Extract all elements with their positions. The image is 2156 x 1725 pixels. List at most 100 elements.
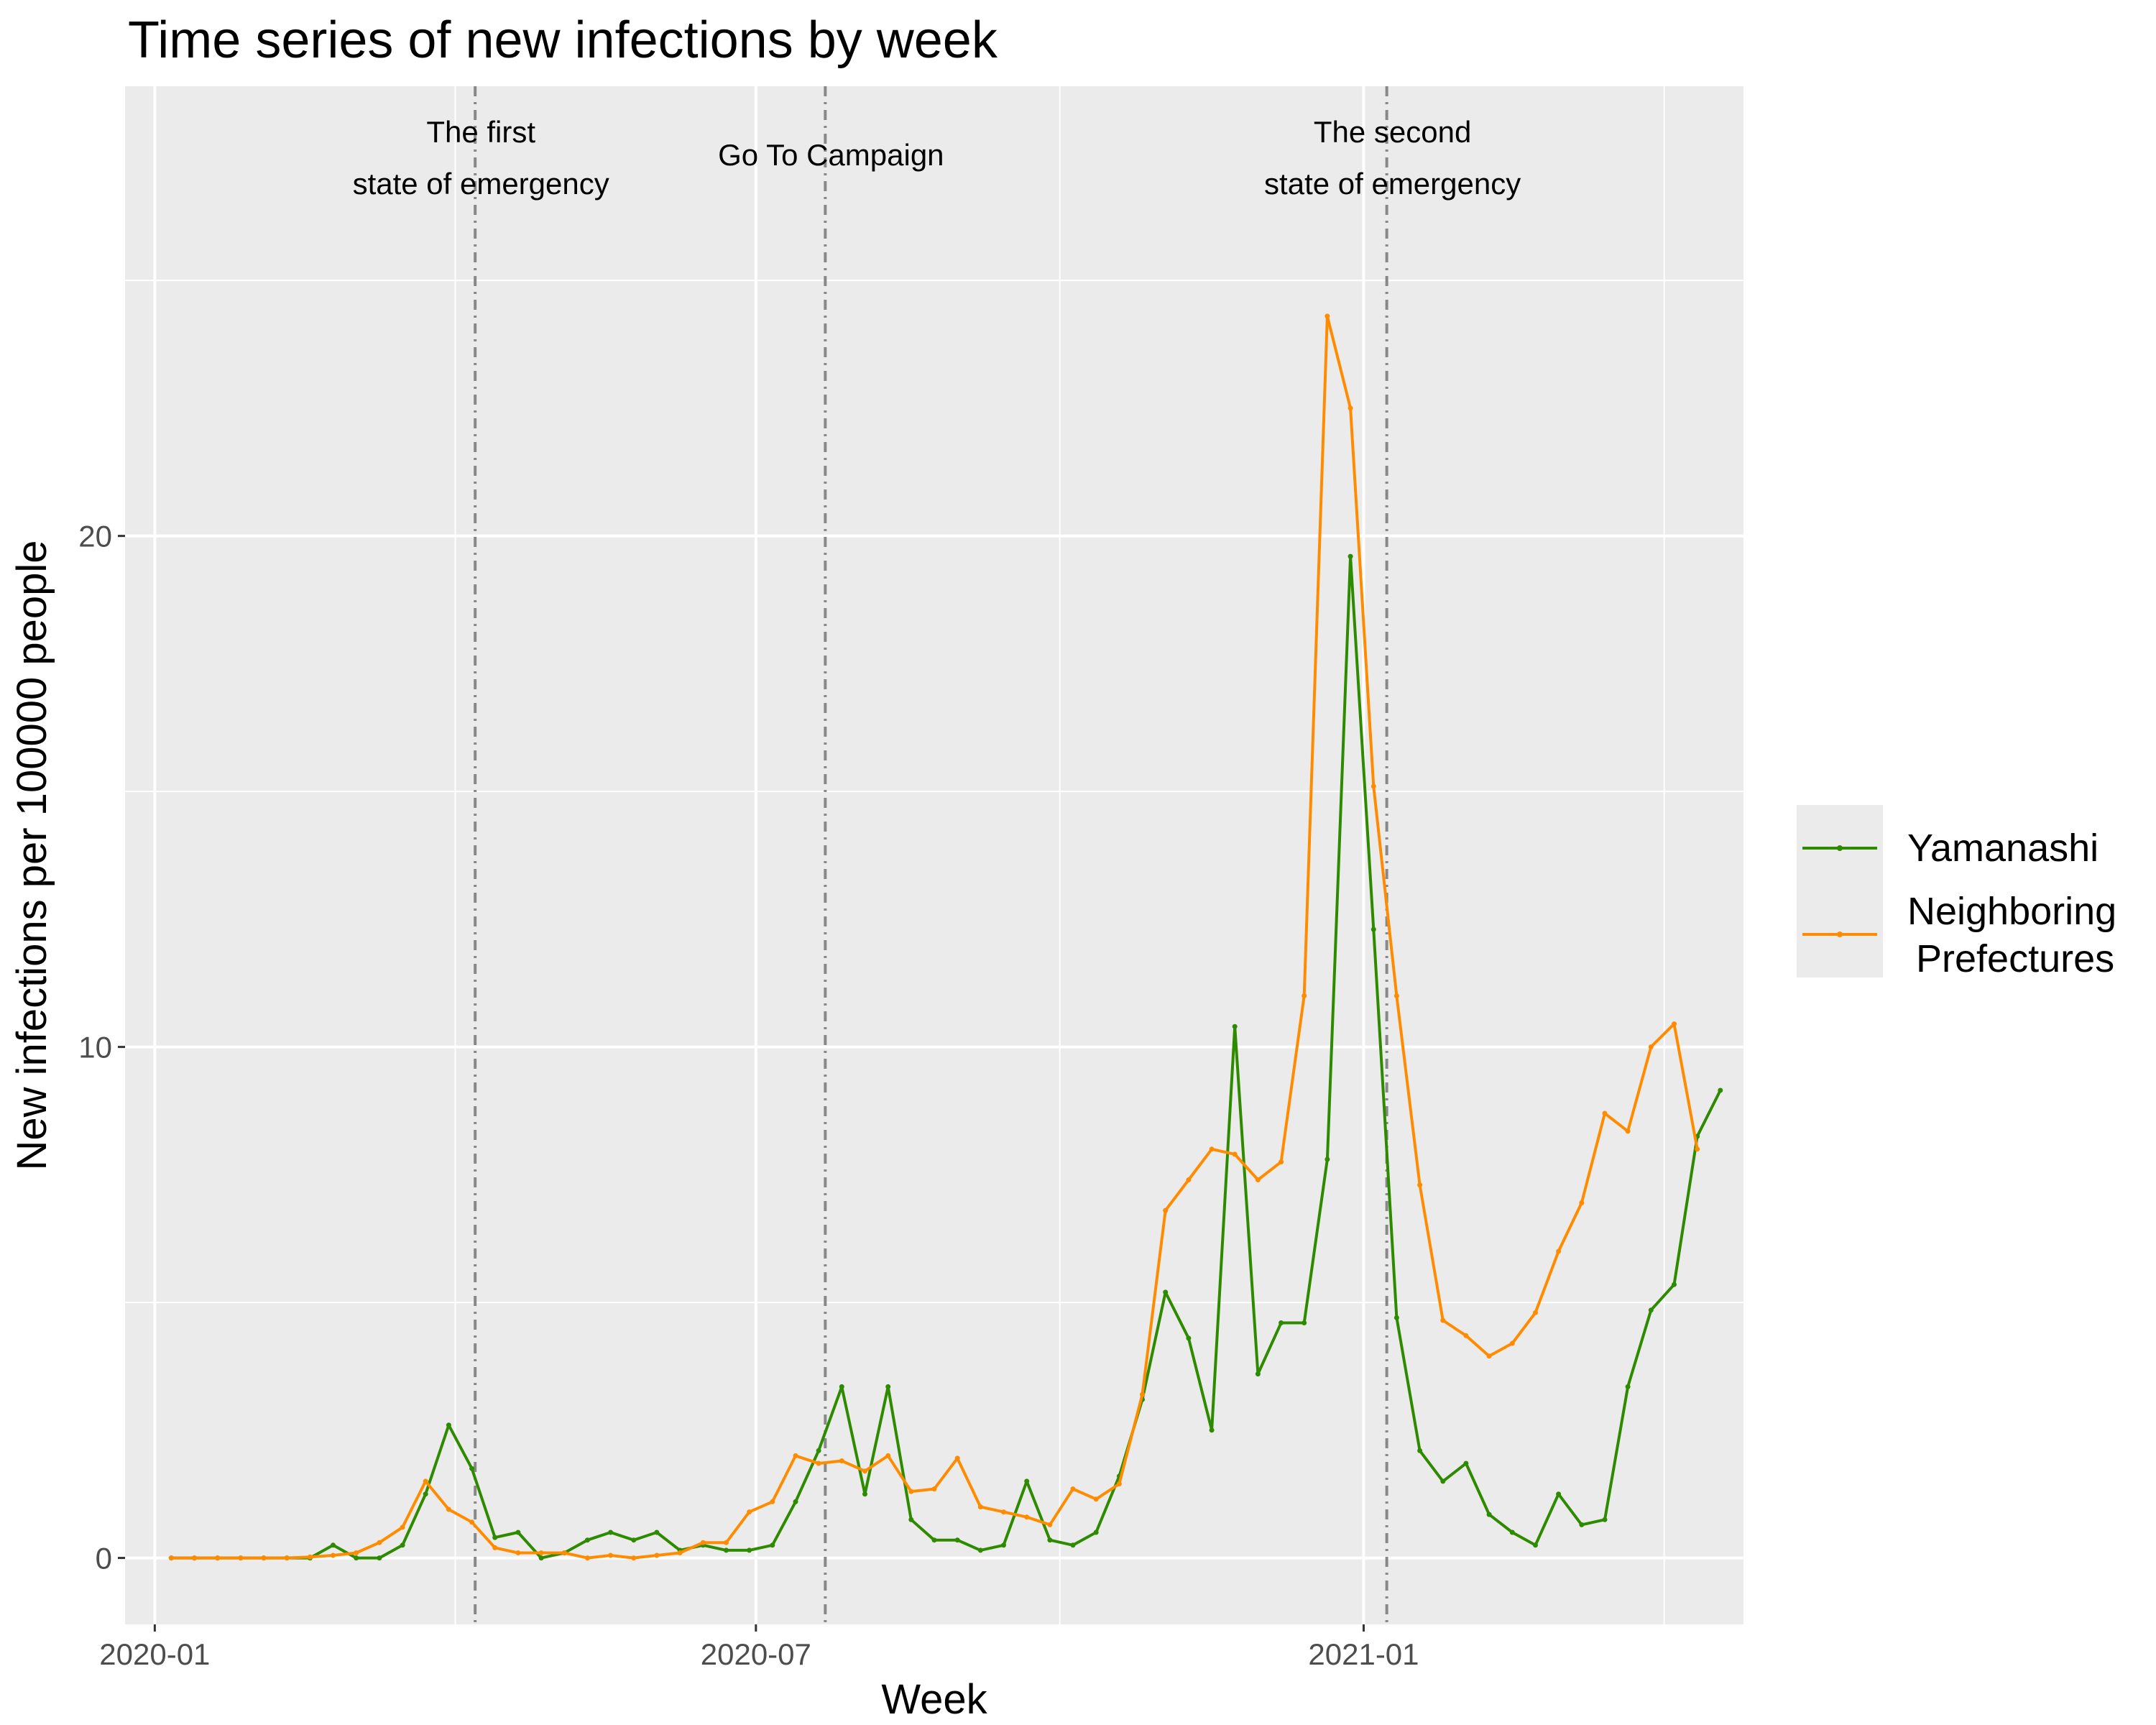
data-point-yamanashi-30 <box>862 1491 867 1497</box>
data-point-neighboring-42 <box>1140 1392 1145 1397</box>
data-point-yamanashi-33 <box>931 1537 937 1543</box>
data-point-neighboring-12 <box>446 1506 451 1512</box>
data-point-neighboring-37 <box>1024 1514 1030 1520</box>
event-label-1-line-0: Go To Campaign <box>718 138 944 172</box>
data-point-neighboring-63 <box>1625 1128 1631 1134</box>
data-point-neighboring-28 <box>816 1460 821 1466</box>
data-point-yamanashi-55 <box>1440 1478 1446 1484</box>
event-label-2-line-1: state of emergency <box>1264 167 1521 201</box>
data-point-yamanashi-44 <box>1186 1335 1192 1341</box>
y-tick-label: 20 <box>78 520 112 553</box>
data-point-neighboring-40 <box>1093 1496 1099 1502</box>
data-point-neighboring-8 <box>354 1550 359 1555</box>
data-point-neighboring-27 <box>793 1453 798 1458</box>
data-point-neighboring-22 <box>677 1550 683 1555</box>
data-point-neighboring-46 <box>1232 1151 1238 1157</box>
legend-label-neighboring-line1: Neighboring <box>1907 890 2116 933</box>
data-point-yamanashi-47 <box>1255 1371 1261 1377</box>
data-point-yamanashi-18 <box>584 1537 590 1543</box>
data-point-neighboring-55 <box>1440 1317 1446 1323</box>
data-point-yamanashi-31 <box>885 1384 891 1389</box>
grid-minor <box>125 86 1743 1624</box>
data-point-yamanashi-57 <box>1486 1512 1492 1517</box>
data-point-neighboring-5 <box>284 1555 290 1561</box>
data-point-neighboring-20 <box>631 1555 637 1561</box>
data-point-yamanashi-65 <box>1672 1282 1677 1287</box>
data-point-neighboring-39 <box>1070 1486 1076 1492</box>
y-tick-label: 10 <box>78 1031 112 1064</box>
data-point-neighboring-24 <box>724 1540 729 1545</box>
y-axis-ticks: 0 10 20 <box>78 520 125 1576</box>
event-label-2-line-0: The second <box>1314 115 1471 149</box>
data-point-neighboring-19 <box>608 1552 614 1558</box>
data-point-yamanashi-58 <box>1509 1530 1515 1535</box>
data-point-neighboring-44 <box>1186 1177 1192 1182</box>
data-point-neighboring-13 <box>469 1519 475 1525</box>
data-point-neighboring-62 <box>1602 1110 1608 1116</box>
data-point-neighboring-2 <box>215 1555 221 1561</box>
data-point-yamanashi-52 <box>1370 926 1376 932</box>
x-tick-label: 2020-07 <box>701 1637 811 1671</box>
data-point-yamanashi-43 <box>1163 1289 1169 1295</box>
data-point-yamanashi-27 <box>793 1499 798 1504</box>
data-point-neighboring-54 <box>1417 1182 1423 1188</box>
data-point-neighboring-9 <box>377 1540 382 1545</box>
data-point-yamanashi-16 <box>538 1555 544 1561</box>
data-point-neighboring-51 <box>1348 405 1353 411</box>
annotation-lines <box>474 86 1388 1624</box>
y-tick-label: 0 <box>96 1542 112 1576</box>
data-point-yamanashi-34 <box>954 1537 960 1543</box>
data-point-neighboring-43 <box>1163 1208 1169 1213</box>
data-point-yamanashi-32 <box>908 1517 914 1522</box>
data-point-neighboring-17 <box>561 1550 567 1555</box>
data-point-yamanashi-28 <box>816 1448 821 1453</box>
event-label-0-line-1: state of emergency <box>353 167 609 201</box>
series-line-yamanashi <box>171 555 1722 1560</box>
chart-title: Time series of new infections by week <box>128 12 998 69</box>
data-point-neighboring-35 <box>977 1504 983 1509</box>
data-point-neighboring-56 <box>1463 1333 1469 1338</box>
data-point-neighboring-64 <box>1648 1044 1654 1050</box>
data-point-yamanashi-9 <box>377 1555 382 1561</box>
data-point-yamanashi-40 <box>1093 1530 1099 1535</box>
series-layer <box>168 313 1723 1561</box>
data-point-neighboring-30 <box>862 1468 867 1474</box>
data-point-neighboring-21 <box>654 1552 660 1558</box>
x-axis-ticks: 2020-01 2020-07 2021-01 <box>99 1624 1419 1671</box>
legend: Yamanashi Neighboring Prefectures <box>1797 805 2116 980</box>
legend-key-background <box>1797 805 1883 978</box>
data-point-neighboring-6 <box>307 1554 313 1560</box>
data-point-yamanashi-11 <box>423 1491 428 1497</box>
data-point-yamanashi-59 <box>1533 1542 1538 1548</box>
data-point-yamanashi-51 <box>1348 553 1353 559</box>
data-point-yamanashi-15 <box>515 1530 521 1535</box>
x-tick-label: 2021-01 <box>1308 1637 1419 1671</box>
data-point-yamanashi-8 <box>354 1555 359 1561</box>
data-point-yamanashi-50 <box>1325 1156 1330 1162</box>
event-label-0-line-0: The first <box>426 115 535 149</box>
data-point-yamanashi-62 <box>1602 1517 1608 1522</box>
data-point-yamanashi-29 <box>839 1384 844 1389</box>
data-point-yamanashi-61 <box>1579 1522 1585 1527</box>
data-point-neighboring-1 <box>192 1555 197 1561</box>
data-point-yamanashi-19 <box>608 1530 614 1535</box>
data-point-yamanashi-26 <box>770 1542 775 1548</box>
data-point-yamanashi-39 <box>1070 1542 1076 1548</box>
annotation-labels: The first state of emergency Go To Campaig… <box>353 115 1521 201</box>
data-point-neighboring-49 <box>1302 993 1307 998</box>
plot-panel <box>125 86 1743 1624</box>
data-point-neighboring-10 <box>400 1524 405 1530</box>
data-point-neighboring-41 <box>1116 1481 1122 1486</box>
data-point-neighboring-45 <box>1209 1146 1215 1152</box>
data-point-neighboring-47 <box>1255 1177 1261 1182</box>
data-point-neighboring-29 <box>839 1458 844 1463</box>
data-point-yamanashi-38 <box>1047 1537 1053 1543</box>
data-point-neighboring-33 <box>931 1486 937 1492</box>
data-point-yamanashi-67 <box>1718 1087 1723 1093</box>
data-point-yamanashi-20 <box>631 1537 637 1543</box>
data-point-neighboring-66 <box>1695 1146 1700 1152</box>
data-point-neighboring-16 <box>538 1550 544 1555</box>
data-point-yamanashi-37 <box>1024 1478 1030 1484</box>
data-point-neighboring-65 <box>1672 1021 1677 1027</box>
